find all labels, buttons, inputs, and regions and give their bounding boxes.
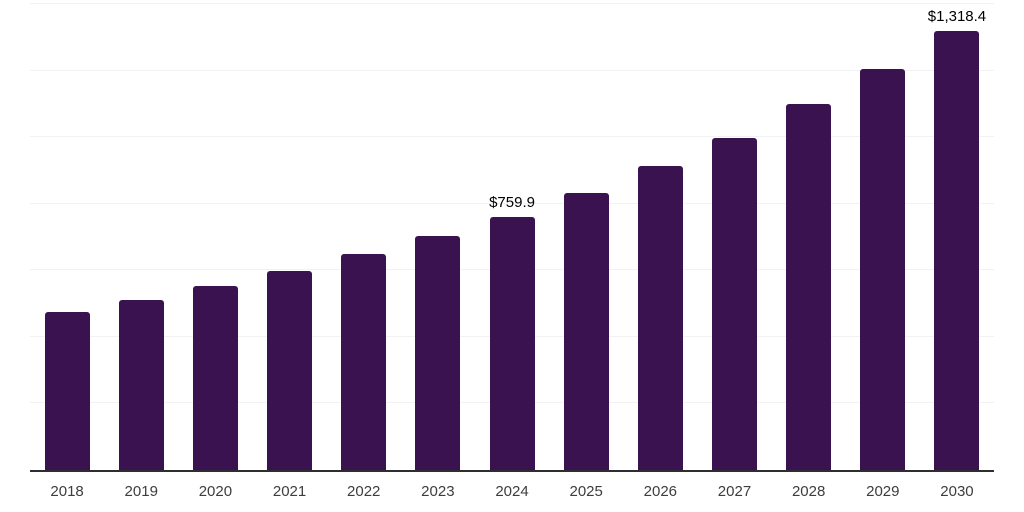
x-tick-label: 2024 bbox=[495, 483, 529, 500]
bar-2023 bbox=[415, 236, 461, 470]
bar-slot: $1,318.4 bbox=[920, 4, 994, 470]
gridline bbox=[30, 136, 994, 137]
bar-2029 bbox=[860, 69, 906, 470]
x-tick-label: 2020 bbox=[198, 483, 233, 500]
bar-slot bbox=[623, 4, 697, 470]
bar-2026 bbox=[637, 166, 683, 470]
x-tick-label: 2022 bbox=[347, 483, 381, 500]
bar-2030 bbox=[934, 31, 980, 470]
bar-2028 bbox=[786, 104, 832, 470]
bar-slot bbox=[549, 4, 623, 470]
bar-2022 bbox=[341, 254, 387, 470]
x-tick-label: 2029 bbox=[866, 483, 900, 500]
bar-slot bbox=[327, 4, 401, 470]
x-tick-label: 2027 bbox=[717, 483, 752, 500]
gridline bbox=[30, 70, 994, 71]
bar-2024 bbox=[489, 217, 535, 470]
bar-2018 bbox=[44, 312, 90, 470]
bar-slot bbox=[252, 4, 326, 470]
x-tick-label: 2025 bbox=[569, 483, 603, 500]
bar-2027 bbox=[711, 138, 757, 470]
x-tick-label: 2030 bbox=[940, 483, 974, 500]
bar-slot bbox=[772, 4, 846, 470]
data-label: $1,318.4 bbox=[927, 8, 987, 25]
bar-series: $759.9 $1,318.4 bbox=[30, 4, 994, 470]
bar-slot bbox=[846, 4, 920, 470]
x-tick-label: 2028 bbox=[791, 483, 826, 500]
bar-2021 bbox=[267, 271, 313, 470]
x-tick-label: 2023 bbox=[421, 483, 455, 500]
x-axis-tick-labels: 2018 2019 2020 2021 2022 2023 2024 2025 2026 2027… bbox=[30, 483, 994, 501]
x-tick-label: 2026 bbox=[643, 483, 678, 500]
x-axis-line bbox=[30, 470, 994, 472]
x-tick-label: 2021 bbox=[272, 483, 307, 500]
bar-slot bbox=[697, 4, 771, 470]
bar-2019 bbox=[118, 300, 164, 470]
bar-slot bbox=[30, 4, 104, 470]
x-tick-label: 2018 bbox=[50, 483, 84, 500]
gridline bbox=[30, 3, 994, 4]
bar-slot bbox=[178, 4, 252, 470]
x-tick-label: 2019 bbox=[124, 483, 158, 500]
bar-slot bbox=[401, 4, 475, 470]
gridline bbox=[30, 203, 994, 204]
bar-slot: $759.9 bbox=[475, 4, 549, 470]
data-label: $759.9 bbox=[489, 194, 535, 211]
bar-2025 bbox=[563, 193, 609, 470]
bar-slot bbox=[104, 4, 178, 470]
bar-2020 bbox=[192, 286, 238, 470]
